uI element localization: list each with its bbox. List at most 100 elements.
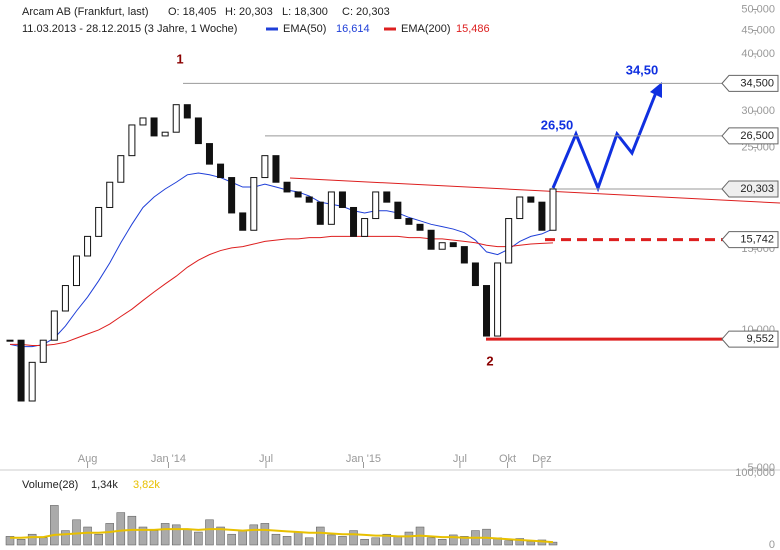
volume-bar xyxy=(260,523,270,546)
volume-bar xyxy=(449,534,458,546)
y-tick-label: 50,000 xyxy=(741,3,775,15)
annotation: 34,50 xyxy=(626,62,659,77)
volume-bar xyxy=(371,537,380,546)
candle xyxy=(294,191,302,198)
volume-bar xyxy=(327,534,336,546)
volume-bar xyxy=(404,531,414,546)
annotation: 2 xyxy=(486,353,493,368)
y-tick-label: 0 xyxy=(769,539,775,550)
volume-bar xyxy=(61,530,70,546)
y-tick-label: 100,000 xyxy=(735,467,775,479)
level-box xyxy=(721,127,779,145)
y-tick-label: 25,000 xyxy=(741,141,775,153)
candle xyxy=(505,218,513,264)
x-tick-label: Okt xyxy=(499,453,516,465)
volume-bar xyxy=(194,531,203,546)
annotation: 1 xyxy=(176,51,183,66)
volume-bar xyxy=(205,519,214,546)
legend-value: 15,486 xyxy=(456,23,490,35)
high: H: 20,303 xyxy=(225,6,273,18)
ema-line xyxy=(9,172,554,348)
candle xyxy=(28,361,36,402)
candle xyxy=(6,339,14,342)
candle xyxy=(460,246,468,264)
volume-bar xyxy=(5,536,15,546)
y-tick-label: 5,000 xyxy=(747,462,775,474)
y-tick-label: 40,000 xyxy=(741,48,775,60)
candle xyxy=(139,117,147,126)
y-tick-label: 45,000 xyxy=(741,24,775,36)
candle xyxy=(471,262,479,287)
volume-bar xyxy=(282,536,292,546)
volume-label: Volume(28) xyxy=(22,479,78,491)
candle xyxy=(372,191,380,220)
x-tick-label: Jul xyxy=(453,453,467,465)
candle xyxy=(183,104,191,119)
candle xyxy=(194,117,202,145)
volume-bar xyxy=(349,530,358,546)
candle xyxy=(261,155,269,179)
level-label: 26,500 xyxy=(740,130,774,142)
candle xyxy=(117,155,125,183)
volume-bar xyxy=(94,533,103,546)
x-tick-label: Dez xyxy=(532,453,552,465)
candle xyxy=(39,339,47,363)
x-tick-label: Aug xyxy=(78,453,98,465)
volume-bar xyxy=(105,523,114,546)
volume-avg: 3,82k xyxy=(133,479,160,491)
chart-title: Arcam AB (Frankfurt, last) xyxy=(22,6,149,18)
candle xyxy=(527,196,535,203)
level-label: 20,303 xyxy=(740,183,774,195)
candle xyxy=(172,104,180,133)
x-tick-label: Jul xyxy=(259,453,273,465)
volume-bar xyxy=(382,533,392,546)
y-tick-label: 30,000 xyxy=(741,105,775,117)
candle xyxy=(128,124,136,157)
close: C: 20,303 xyxy=(342,6,390,18)
volume-bar xyxy=(183,528,192,546)
candle xyxy=(483,285,491,337)
x-tick-label: Jan '14 xyxy=(151,453,186,465)
volume-bar xyxy=(293,531,303,546)
volume-bar xyxy=(393,536,403,546)
candle xyxy=(217,163,225,179)
ema-line xyxy=(10,235,554,347)
volume-bar xyxy=(116,512,126,546)
candle xyxy=(416,223,424,231)
level-label: 15,742 xyxy=(740,234,774,246)
legend-value: 16,614 xyxy=(336,23,370,35)
candle xyxy=(361,218,369,237)
candle xyxy=(95,206,103,237)
subtitle: 11.03.2013 - 28.12.2015 (3 Jahre, 1 Woch… xyxy=(22,23,237,35)
volume-bar xyxy=(249,524,259,546)
volume-bar xyxy=(27,533,37,546)
legend-label: EMA(200) xyxy=(401,23,451,35)
open: O: 18,405 xyxy=(168,6,216,18)
candle xyxy=(205,143,213,165)
level-box xyxy=(721,330,779,348)
candle xyxy=(17,339,25,402)
level-box xyxy=(721,74,779,92)
volume-bar xyxy=(171,524,181,546)
candle xyxy=(427,229,435,250)
level-label: 9,552 xyxy=(746,333,774,345)
candle xyxy=(549,188,557,231)
volume-bar xyxy=(316,526,325,546)
volume-avg-line xyxy=(10,528,554,544)
candle xyxy=(405,218,413,225)
volume-bar xyxy=(227,533,236,546)
projection xyxy=(551,89,659,193)
level-box xyxy=(721,231,779,249)
volume-bar xyxy=(160,523,170,546)
volume-bar xyxy=(360,538,369,546)
candle xyxy=(494,262,502,337)
volume-bar xyxy=(515,538,525,546)
volume-bar xyxy=(16,538,26,546)
candle xyxy=(516,196,524,220)
legend-label: EMA(50) xyxy=(283,23,326,35)
candle xyxy=(538,201,546,231)
volume-bar xyxy=(304,537,314,546)
arrow-head xyxy=(650,82,662,98)
